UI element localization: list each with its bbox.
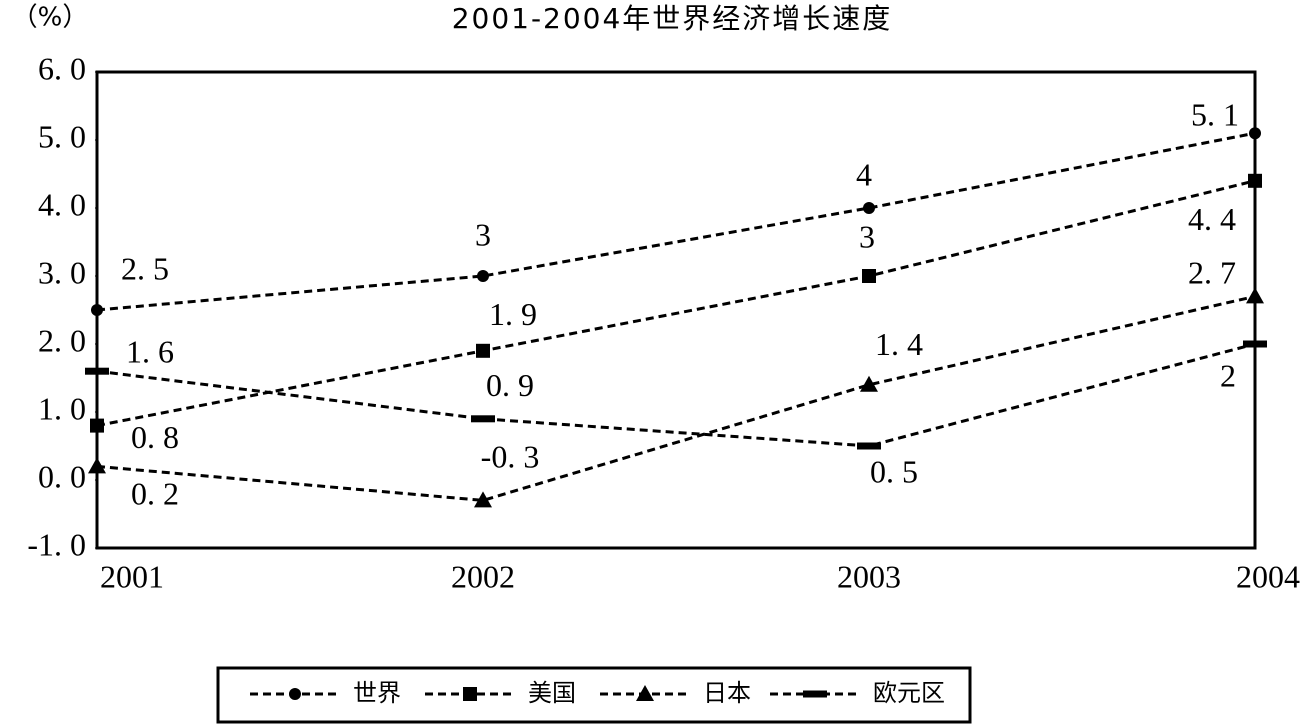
y-axis-label: （%） — [12, 3, 89, 33]
point-marker — [91, 304, 103, 316]
y-tick-label: 0. 0 — [38, 458, 86, 494]
x-tick-label: 2004 — [1236, 558, 1300, 594]
y-tick-label: 2. 0 — [38, 322, 86, 358]
point-marker — [1249, 127, 1261, 140]
point-marker — [477, 270, 489, 282]
point-marker — [636, 685, 654, 701]
legend-label: 世界 — [353, 679, 401, 707]
point-marker — [476, 343, 490, 358]
y-tick-label: 1. 0 — [38, 390, 86, 426]
data-label: 2 — [1220, 357, 1236, 393]
data-label: 0. 9 — [486, 367, 534, 403]
data-label: 1. 6 — [126, 334, 174, 370]
series-line — [96, 342, 1256, 448]
point-marker — [862, 269, 876, 283]
series-line — [96, 179, 1256, 428]
legend-frame — [216, 666, 972, 724]
data-label: 0. 8 — [131, 419, 179, 455]
legend-label: 日本 — [703, 679, 751, 707]
point-marker — [463, 687, 477, 701]
y-tick-label: 6. 0 — [38, 50, 86, 86]
series-line — [96, 294, 1256, 502]
point-marker — [863, 202, 875, 214]
point-marker — [90, 418, 104, 433]
point-marker — [474, 491, 492, 508]
data-label: 5. 1 — [1191, 97, 1239, 133]
point-marker — [1246, 287, 1264, 304]
data-label: 0. 5 — [870, 453, 918, 489]
data-label: 1. 9 — [489, 296, 537, 332]
point-marker — [803, 690, 827, 698]
legend-label: 欧元区 — [873, 679, 945, 707]
point-marker — [85, 367, 109, 375]
data-label: 3 — [475, 216, 491, 252]
data-label: 4. 4 — [1188, 201, 1236, 237]
y-tick-label: -1. 0 — [27, 526, 86, 562]
y-tick-label: 5. 0 — [38, 118, 86, 154]
y-tick-label: 4. 0 — [38, 186, 86, 222]
x-tick-label: 2002 — [451, 558, 515, 594]
point-marker — [88, 457, 106, 474]
point-marker — [860, 375, 878, 392]
plot-frame — [95, 70, 1257, 550]
x-tick-label: 2003 — [837, 558, 901, 594]
x-tick-label: 2001 — [100, 558, 164, 594]
y-tick-label: 3. 0 — [38, 254, 86, 290]
data-label: 0. 2 — [131, 476, 179, 512]
legend-label: 美国 — [528, 679, 576, 707]
point-marker — [289, 688, 301, 700]
point-marker — [471, 415, 495, 423]
point-marker — [1248, 173, 1262, 188]
point-marker — [857, 442, 881, 450]
series-line — [96, 131, 1256, 312]
data-label: 2. 7 — [1188, 255, 1236, 291]
point-marker — [1243, 340, 1267, 348]
data-label: 3 — [859, 218, 875, 254]
chart-title: 2001-2004年世界经济增长速度 — [452, 2, 893, 35]
data-label: -0. 3 — [481, 439, 540, 475]
data-label: 1. 4 — [875, 326, 923, 362]
data-label: 4 — [856, 156, 872, 192]
data-label: 2. 5 — [121, 250, 169, 286]
